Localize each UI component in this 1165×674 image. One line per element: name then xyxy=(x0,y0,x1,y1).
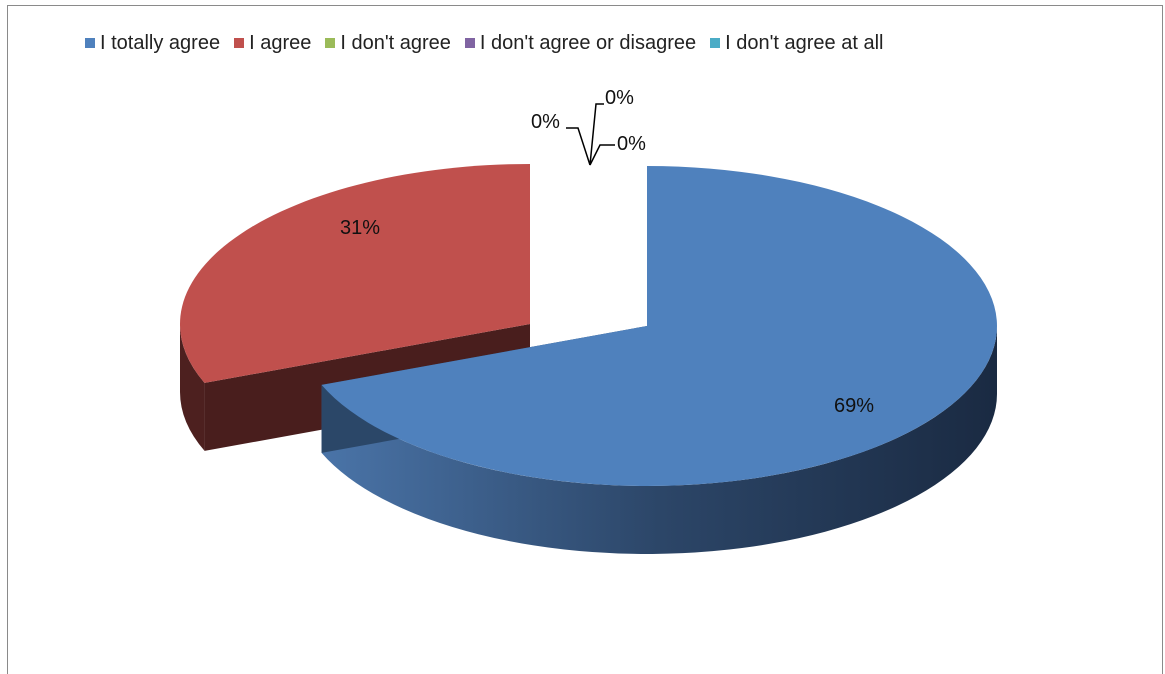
legend-label-dont-agree: I don't agree xyxy=(340,31,451,54)
legend-swatch-neither xyxy=(464,38,475,48)
leader-line-neither xyxy=(589,103,604,166)
pie-side-i-agree-0 xyxy=(180,324,205,451)
pie-side-i-totally-agree-0 xyxy=(321,326,997,554)
pie-slice-i-totally-agree xyxy=(321,166,997,486)
legend-swatch-agree xyxy=(234,38,245,48)
legend-item-dont-agree: I don't agree xyxy=(325,32,451,55)
legend-label-dont-agree-at-all: I don't agree at all xyxy=(725,31,884,54)
legend-label-totally-agree: I totally agree xyxy=(100,31,221,54)
legend-swatch-dont-agree xyxy=(325,38,336,48)
data-label-dont-agree: 0% xyxy=(531,111,560,133)
legend-item-agree: I agree xyxy=(234,32,311,55)
legend-swatch-totally-agree xyxy=(85,38,95,48)
data-label-dont-agree-at-all: 0% xyxy=(617,133,646,155)
legend-item-totally-agree: I totally agree xyxy=(85,32,220,55)
data-label-neither: 0% xyxy=(605,87,634,109)
leader-line-dont-agree-at-all xyxy=(589,144,615,166)
legend-item-neither: I don't agree or disagree xyxy=(464,31,697,55)
legend-label-neither: I don't agree or disagree xyxy=(479,31,697,54)
legend-item-dont-agree-at-all: I don't agree at all xyxy=(710,32,883,55)
data-label-agree: 31% xyxy=(340,217,380,239)
pie-slice-i-agree xyxy=(180,164,531,383)
data-label-totally-agree: 69% xyxy=(834,395,874,417)
legend: I totally agree I agree I don't agree I … xyxy=(85,30,883,56)
legend-label-agree: I agree xyxy=(249,31,312,54)
legend-swatch-dont-agree-at-all xyxy=(710,38,721,48)
leader-line-dont-agree xyxy=(566,127,591,166)
